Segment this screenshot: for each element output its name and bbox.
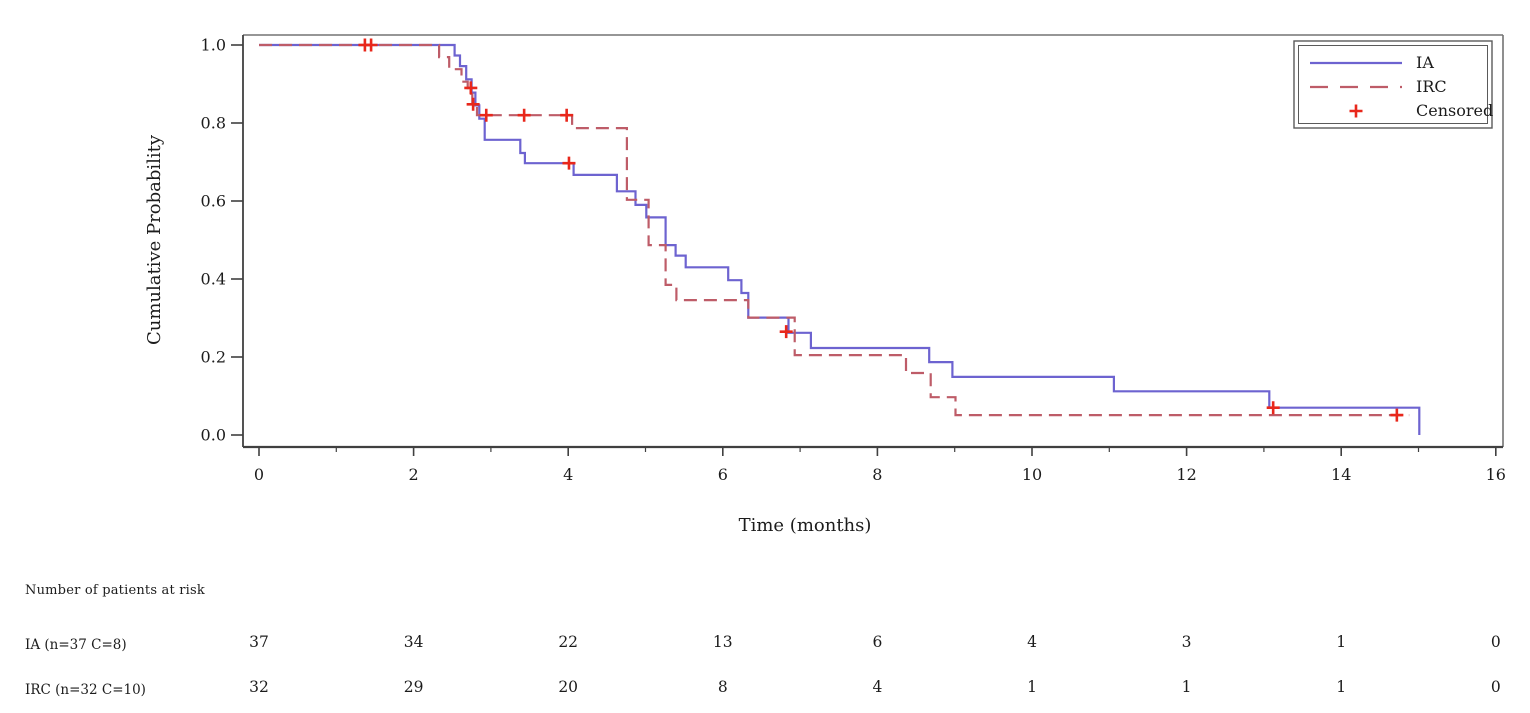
y-tick-label: 0.2	[201, 348, 226, 367]
censor-plus-icon	[560, 108, 574, 122]
at-risk-count: 1	[1181, 678, 1192, 696]
at-risk-count: 32	[249, 678, 269, 696]
censor-plus-icon	[517, 108, 531, 122]
x-tick-label: 2	[409, 465, 419, 484]
y-tick-label: 0.0	[201, 426, 226, 445]
x-tick-label: 4	[563, 465, 573, 484]
legend: IA IRC Censored	[1293, 40, 1493, 129]
y-tick-label: 0.4	[201, 270, 226, 289]
x-tick-label: 6	[718, 465, 728, 484]
censor-plus-icon	[779, 325, 793, 339]
at-risk-count: 1	[1336, 633, 1347, 651]
x-tick-label: 16	[1486, 465, 1506, 484]
censor-plus-icon	[1266, 401, 1280, 415]
at-risk-count: 4	[1027, 633, 1037, 651]
y-tick-label: 0.8	[201, 114, 226, 133]
at-risk-count: 1	[1027, 678, 1037, 696]
x-tick-label: 8	[872, 465, 882, 484]
at-risk-count: 20	[558, 678, 579, 696]
curve-ia	[259, 43, 1421, 435]
legend-censored-plus	[1349, 104, 1363, 118]
km-chart: 0 2 4 6 8 10 12 14 16 0.0 0.2 0.4 0.6 0.8 1.0 Time (m…	[144, 34, 1506, 536]
legend-label-irc: IRC	[1416, 77, 1447, 96]
survival-curves	[259, 43, 1421, 435]
at-risk-count: 0	[1490, 678, 1501, 696]
at-risk-table-title: Number of patients at risk	[25, 583, 205, 598]
censor-plus-icon	[364, 38, 378, 52]
x-tick-label: 10	[1022, 465, 1042, 484]
at-risk-count: 13	[712, 633, 733, 651]
y-tick-label: 0.6	[201, 192, 226, 211]
at-risk-count: 0	[1490, 633, 1501, 651]
at-risk-count: 8	[717, 678, 728, 696]
legend-outer-border	[1293, 40, 1493, 129]
y-axis: 0.0 0.2 0.4 0.6 0.8 1.0	[201, 36, 243, 445]
at-risk-row-label-ia: IA (n=37 C=8)	[25, 637, 127, 653]
censor-plus-icon	[562, 156, 576, 170]
plot-frame	[242, 34, 1504, 449]
censor-plus-icon	[464, 81, 478, 95]
y-axis-title: Cumulative Probability	[144, 134, 165, 345]
y-tick-label: 1.0	[201, 36, 226, 55]
x-axis: 0 2 4 6 8 10 12 14 16	[254, 447, 1506, 484]
at-risk-count: 29	[403, 678, 424, 696]
at-risk-row-label-irc: IRC (n=32 C=10)	[25, 682, 146, 698]
at-risk-count: 37	[249, 633, 269, 651]
at-risk-count: 34	[403, 633, 424, 651]
x-tick-label: 14	[1331, 465, 1351, 484]
legend-inner-border	[1298, 45, 1488, 124]
legend-censored-plus-icon	[1349, 104, 1363, 118]
censor-plus-icon	[466, 97, 480, 111]
at-risk-count: 6	[872, 633, 883, 651]
legend-label-ia: IA	[1416, 53, 1434, 72]
censor-plus-icon	[1390, 408, 1404, 422]
at-risk-count: 22	[558, 633, 579, 651]
x-tick-label: 12	[1176, 465, 1196, 484]
censor-plus-icon	[479, 108, 493, 122]
x-axis-title: Time (months)	[739, 515, 872, 536]
at-risk-count: 3	[1181, 633, 1192, 651]
at-risk-count: 1	[1336, 678, 1347, 696]
legend-label-censored: Censored	[1416, 101, 1493, 120]
curve-irc	[259, 43, 1410, 417]
censor-marks	[358, 38, 1404, 422]
x-tick-label: 0	[254, 465, 264, 484]
at-risk-count: 4	[872, 678, 883, 696]
